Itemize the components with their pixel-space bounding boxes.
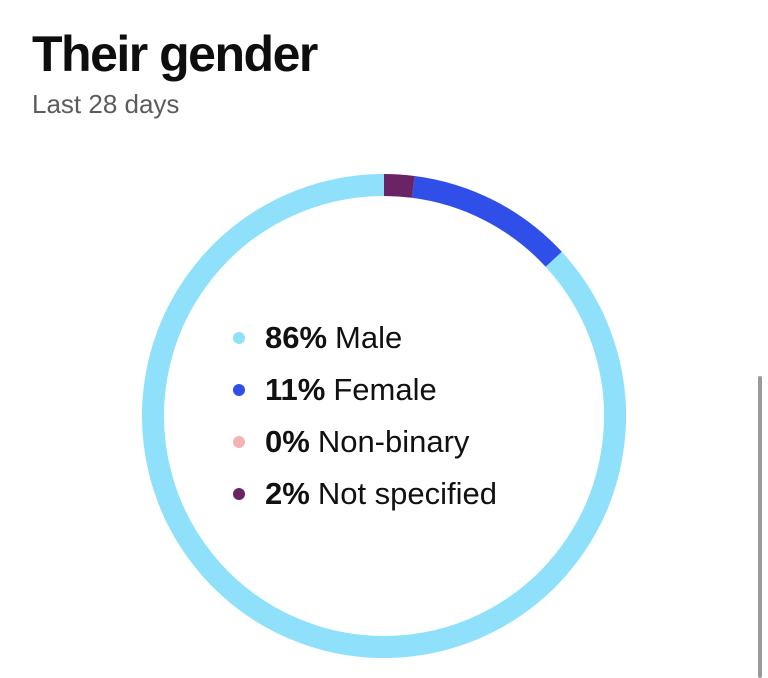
legend-percent-female: 11% (265, 372, 326, 407)
legend-label-non-binary: Non-binary (317, 424, 470, 459)
legend-label-male: Male (335, 320, 403, 355)
legend-percent-non-binary: 0% (265, 424, 310, 459)
legend-label-not-specified: Not specified (317, 476, 498, 511)
card-subtitle: Last 28 days (32, 89, 180, 119)
legend-dot-not-specified (233, 488, 245, 500)
legend-percent-male: 86% (265, 320, 328, 355)
legend-item-female: 11% Female (233, 364, 497, 416)
donut-segment-not-specified (383, 174, 415, 198)
legend-item-male: 86% Male (233, 312, 497, 364)
donut-segment-male (142, 174, 626, 658)
legend-dot-male (233, 332, 245, 344)
legend-dot-non-binary (233, 436, 245, 448)
scrollbar[interactable] (758, 376, 762, 678)
chart-legend: 86% Male 11% Female 0% Non-binary 2% Not specif… (233, 312, 497, 520)
donut-segment-female (411, 175, 562, 267)
legend-item-non-binary: 0% Non-binary (233, 416, 497, 468)
legend-label-female: Female (333, 372, 437, 407)
legend-percent-not-specified: 2% (265, 476, 310, 511)
legend-dot-female (233, 384, 245, 396)
legend-item-not-specified: 2% Not specified (233, 468, 497, 520)
card-title: Their gender (32, 26, 318, 82)
